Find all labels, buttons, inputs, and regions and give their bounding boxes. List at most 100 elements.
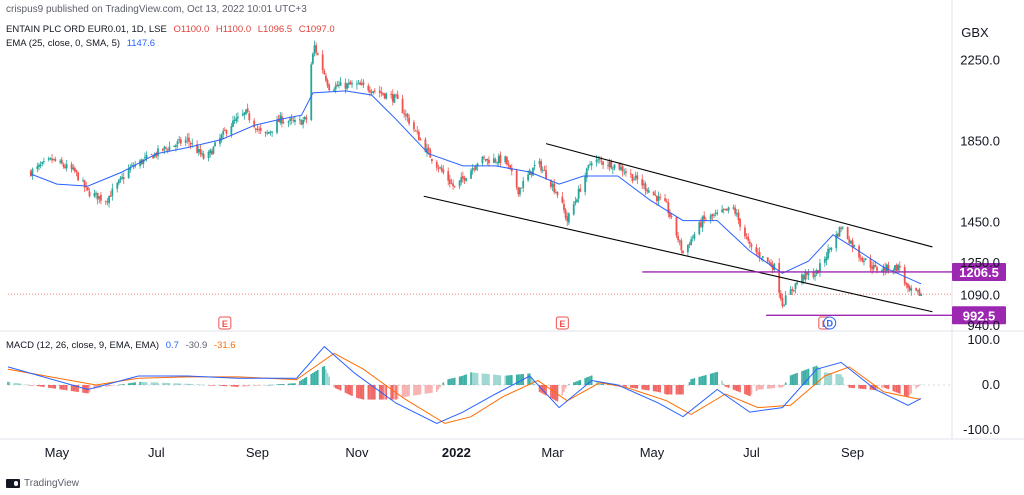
macd-hist-bar bbox=[881, 385, 883, 388]
candle-body bbox=[724, 208, 727, 210]
dividend-icon[interactable] bbox=[823, 316, 837, 330]
macd-hist-bar bbox=[517, 374, 520, 385]
ema-legend[interactable]: EMA (25, close, 0, SMA, 5) 1147.6 bbox=[6, 38, 155, 49]
macd-hist-bar bbox=[507, 375, 510, 385]
candle-body bbox=[395, 94, 397, 96]
channel-line-upper[interactable] bbox=[545, 143, 933, 248]
macd-hist-bar bbox=[864, 385, 867, 390]
candle-body bbox=[406, 113, 409, 118]
candle-body bbox=[766, 257, 769, 262]
macd-hist-bar bbox=[859, 385, 862, 389]
drawings[interactable]: EEED bbox=[8, 143, 952, 330]
candle-body bbox=[882, 266, 885, 272]
candle-body bbox=[714, 212, 717, 214]
macd-hist-bar bbox=[241, 385, 244, 387]
macd-hist-bar bbox=[691, 378, 694, 385]
macd-hist-bar bbox=[766, 385, 769, 389]
candle-body bbox=[127, 168, 130, 178]
candle-body bbox=[419, 139, 422, 141]
candle-body bbox=[520, 187, 523, 189]
macd-hist-bar bbox=[61, 385, 63, 390]
candle-body bbox=[450, 183, 453, 185]
candle-body bbox=[665, 201, 668, 203]
macd-hist-bar bbox=[561, 385, 564, 396]
macd-hist-bar bbox=[713, 372, 715, 385]
candle-body bbox=[408, 117, 410, 124]
candle-body bbox=[642, 183, 645, 185]
candle-body bbox=[178, 139, 181, 141]
macd-legend[interactable]: MACD (12, 26, close, 9, EMA, EMA) 0.7 -3… bbox=[6, 340, 236, 351]
macd-hist-bar bbox=[259, 385, 262, 386]
candle-body bbox=[884, 267, 887, 271]
macd-hist-bar bbox=[641, 385, 644, 390]
macd-hist-bar bbox=[336, 385, 339, 390]
macd-hist-bar bbox=[95, 385, 97, 389]
macd-hist-bar bbox=[783, 384, 785, 386]
candle-body bbox=[413, 122, 415, 130]
candle-body bbox=[121, 176, 124, 179]
candle-body bbox=[863, 260, 865, 263]
candle-body bbox=[577, 188, 580, 199]
macd-hist-bar bbox=[757, 385, 759, 390]
macd-hist-bar bbox=[370, 385, 373, 400]
candle-body bbox=[347, 83, 350, 85]
macd-hist-bar bbox=[77, 385, 79, 392]
time-tick-label: Jul bbox=[148, 445, 165, 460]
candle-body bbox=[369, 90, 371, 93]
macd-hist-bar bbox=[675, 385, 678, 395]
channel-line-lower[interactable] bbox=[423, 195, 933, 313]
candle-body bbox=[219, 138, 221, 144]
macd-hist-bar bbox=[462, 375, 464, 385]
macd-hist-bar bbox=[210, 385, 213, 386]
candle-body bbox=[370, 92, 373, 94]
candle-body bbox=[739, 218, 741, 227]
level-label: 1206.5 bbox=[959, 265, 999, 280]
macd-hist-bar bbox=[28, 384, 30, 386]
candle-body bbox=[382, 92, 384, 95]
axes: 1206.5 992.5 GBX 2250.0 1850.0 1450.0 1250.0 10… bbox=[45, 25, 1006, 460]
macd-hist-bar bbox=[385, 385, 388, 400]
macd-hist-bar bbox=[439, 385, 441, 388]
macd-hist-bar bbox=[268, 384, 270, 386]
macd-hist-bar bbox=[486, 373, 489, 385]
macd-hist-bar bbox=[755, 385, 758, 392]
candle-body bbox=[688, 243, 691, 246]
macd-hist-bar bbox=[721, 380, 723, 385]
macd-hist-bar bbox=[173, 383, 176, 385]
macd-hist-bar bbox=[111, 385, 114, 386]
candle-body bbox=[426, 148, 428, 154]
candle-body bbox=[104, 201, 107, 203]
macd-hist-bar bbox=[703, 375, 705, 385]
macd-hist-bar bbox=[346, 385, 348, 394]
macd-hist-bar bbox=[328, 376, 330, 385]
macd-hist-bar bbox=[253, 385, 255, 386]
candle-body bbox=[556, 191, 559, 196]
candle-body bbox=[41, 161, 44, 164]
macd-hist-bar bbox=[197, 384, 200, 386]
macd-hist-bar bbox=[64, 385, 66, 391]
macd-hist-bar bbox=[550, 385, 552, 399]
earnings-icon[interactable] bbox=[218, 316, 232, 330]
macd-hist-bar bbox=[189, 383, 192, 385]
candle-body bbox=[31, 169, 34, 176]
candle-body bbox=[232, 120, 234, 127]
level-badge[interactable] bbox=[952, 306, 1006, 325]
symbol-legend[interactable]: ENTAIN PLC ORD EUR0.01, 1D, LSE O1100.0 … bbox=[6, 24, 335, 35]
dividend-glyph: D bbox=[826, 319, 833, 329]
macd-hist-bar bbox=[711, 373, 714, 385]
macd-tick-label: 100.0 bbox=[967, 332, 1000, 347]
candle-body bbox=[538, 160, 541, 165]
tradingview-logo[interactable]: TradingView bbox=[6, 478, 79, 489]
candle-body bbox=[431, 158, 433, 162]
macd-hist-bar bbox=[442, 382, 445, 385]
level-badge[interactable] bbox=[952, 262, 1006, 281]
macd-hist-bar bbox=[325, 369, 327, 385]
candle-body bbox=[435, 161, 438, 168]
macd-hist-bar bbox=[65, 385, 68, 391]
earnings-icon[interactable] bbox=[555, 316, 569, 330]
macd-hist-bar bbox=[907, 385, 909, 397]
candle-body bbox=[892, 270, 895, 272]
macd-hist-bar bbox=[768, 385, 771, 389]
macd-hist-bar bbox=[488, 374, 490, 385]
